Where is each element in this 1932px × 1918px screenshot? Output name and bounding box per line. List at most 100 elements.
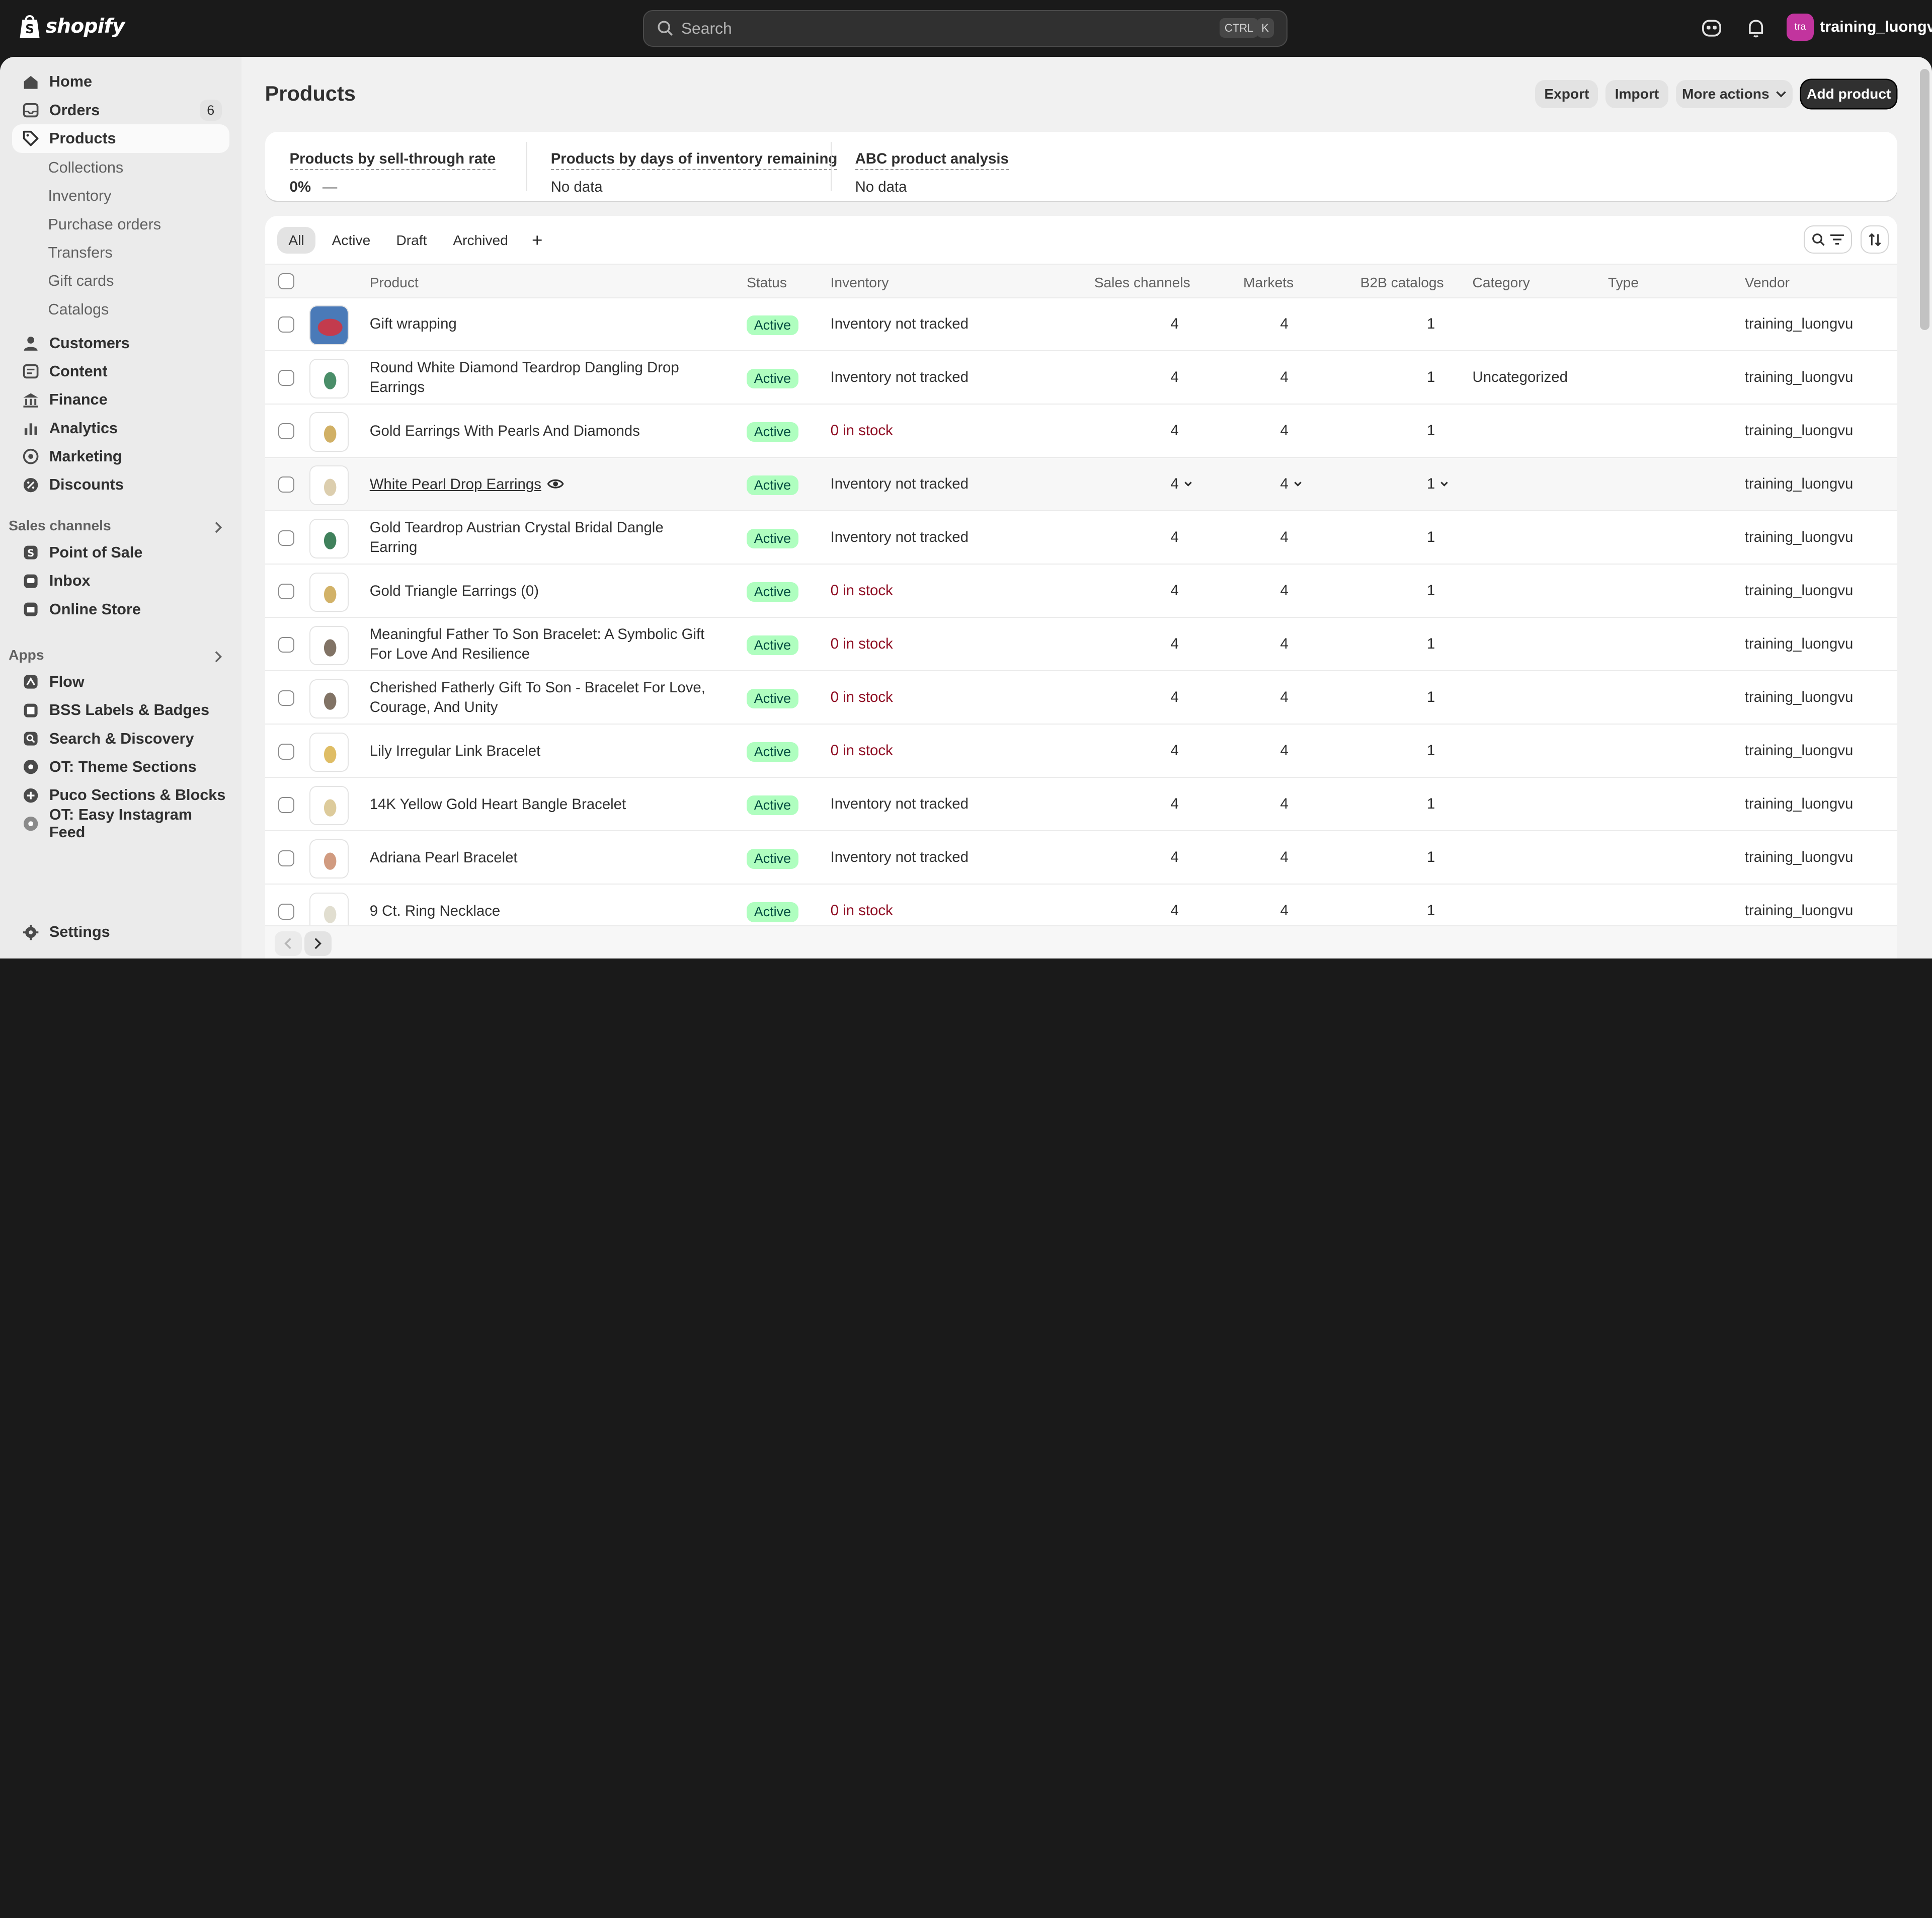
notification-bell-icon[interactable]: [1745, 17, 1767, 39]
tab-all[interactable]: All: [277, 226, 315, 254]
product-name-link[interactable]: Adriana Pearl Bracelet: [369, 849, 518, 866]
product-thumbnail[interactable]: [309, 305, 349, 345]
sidebar-app-ot-instagram-feed[interactable]: OT: Easy Instagram Feed: [12, 806, 229, 841]
sidebar-subitem-catalogs[interactable]: Catalogs: [48, 300, 109, 318]
sidebar-item-analytics[interactable]: Analytics: [12, 414, 229, 442]
add-product-button[interactable]: Add product: [1801, 80, 1896, 109]
sell-through-metric[interactable]: Products by sell-through rate 0% —: [289, 146, 496, 196]
row-checkbox[interactable]: [278, 316, 295, 333]
select-all-checkbox[interactable]: [278, 273, 295, 290]
search-bar[interactable]: Search CTRL K: [643, 10, 1288, 47]
table-row[interactable]: White Pearl Drop Earrings Active Invento…: [265, 458, 1898, 512]
sidekick-icon[interactable]: [1701, 17, 1723, 39]
column-header-b2b-catalogs[interactable]: B2B catalogs: [1360, 274, 1444, 290]
sidebar-item-marketing[interactable]: Marketing: [12, 442, 229, 470]
row-checkbox[interactable]: [278, 796, 295, 813]
tab-archived[interactable]: Archived: [453, 232, 508, 248]
product-name-link[interactable]: Cherished Fatherly Gift To Son - Bracele…: [369, 679, 705, 716]
sidebar-app-search-discovery[interactable]: Search & Discovery: [12, 725, 229, 753]
product-thumbnail[interactable]: [309, 359, 349, 398]
sidebar-item-products[interactable]: Products: [12, 124, 229, 153]
product-name-link[interactable]: Gold Triangle Earrings (0): [369, 582, 539, 599]
sidebar-item-content[interactable]: Content: [12, 357, 229, 385]
product-name-link[interactable]: Lily Irregular Link Bracelet: [369, 742, 541, 759]
sidebar-item-point-of-sale[interactable]: S Point of Sale: [12, 538, 229, 567]
chevron-right-icon[interactable]: [213, 651, 223, 663]
row-checkbox[interactable]: [278, 743, 295, 760]
sidebar-item-settings[interactable]: Settings: [12, 918, 229, 946]
days-inventory-metric[interactable]: Products by days of inventory remaining …: [550, 146, 838, 196]
table-row[interactable]: Gift wrapping Active Inventory not track…: [265, 298, 1898, 351]
product-thumbnail[interactable]: [309, 572, 349, 612]
sidebar-subitem-purchase-orders[interactable]: Purchase orders: [48, 215, 162, 233]
column-header-markets[interactable]: Markets: [1243, 274, 1294, 290]
tab-active[interactable]: Active: [332, 232, 371, 248]
search-filter-button[interactable]: [1804, 225, 1852, 254]
product-thumbnail[interactable]: [309, 892, 349, 932]
page-scrollbar[interactable]: [1919, 69, 1930, 331]
product-thumbnail[interactable]: [309, 519, 349, 558]
column-header-status[interactable]: Status: [747, 274, 787, 290]
sidebar-app-puco-sections[interactable]: Puco Sections & Blocks: [12, 781, 229, 810]
sales-channels-count[interactable]: 4: [1171, 475, 1192, 493]
product-name-link[interactable]: White Pearl Drop Earrings: [369, 475, 541, 493]
sidebar-item-inbox[interactable]: Inbox: [12, 567, 229, 595]
column-header-vendor[interactable]: Vendor: [1744, 274, 1790, 290]
row-checkbox[interactable]: [278, 850, 295, 866]
table-row[interactable]: Adriana Pearl Bracelet Active Inventory …: [265, 832, 1898, 885]
table-row[interactable]: Meaningful Father To Son Bracelet: A Sym…: [265, 618, 1898, 672]
product-thumbnail[interactable]: [309, 625, 349, 665]
sort-button[interactable]: [1860, 225, 1889, 254]
product-thumbnail[interactable]: [309, 679, 349, 718]
table-row[interactable]: 9 Ct. Ring Necklace Active 0 in stock 4 …: [265, 885, 1898, 938]
product-thumbnail[interactable]: [309, 412, 349, 452]
table-row[interactable]: Gold Earrings With Pearls And Diamonds A…: [265, 405, 1898, 458]
column-header-inventory[interactable]: Inventory: [830, 274, 889, 290]
sales-channels-heading[interactable]: Sales channels: [9, 517, 111, 533]
add-view-button[interactable]: +: [532, 229, 543, 251]
sidebar-app-bss-labels[interactable]: BSS Labels & Badges: [12, 696, 229, 725]
column-header-sales-channels[interactable]: Sales channels: [1094, 274, 1190, 290]
row-checkbox[interactable]: [278, 903, 295, 920]
table-row[interactable]: 14K Yellow Gold Heart Bangle Bracelet Ac…: [265, 778, 1898, 832]
product-thumbnail[interactable]: [309, 785, 349, 826]
more-actions-button[interactable]: More actions: [1675, 80, 1793, 109]
sidebar-item-online-store[interactable]: Online Store: [12, 595, 229, 623]
sidebar-subitem-collections[interactable]: Collections: [48, 158, 124, 176]
preview-eye-icon[interactable]: [547, 476, 564, 491]
column-header-category[interactable]: Category: [1472, 274, 1530, 290]
sidebar-subitem-transfers[interactable]: Transfers: [48, 244, 113, 261]
row-checkbox[interactable]: [278, 370, 295, 386]
import-button[interactable]: Import: [1605, 80, 1668, 109]
product-name-link[interactable]: Gold Teardrop Austrian Crystal Bridal Da…: [369, 519, 664, 556]
column-header-product[interactable]: Product: [369, 274, 419, 290]
product-name-link[interactable]: Gold Earrings With Pearls And Diamonds: [369, 422, 640, 439]
chevron-down-icon[interactable]: [1440, 481, 1448, 487]
b2b-catalogs-count[interactable]: 1: [1427, 475, 1448, 493]
sidebar-subitem-inventory[interactable]: Inventory: [48, 187, 112, 205]
table-row[interactable]: Gold Teardrop Austrian Crystal Bridal Da…: [265, 512, 1898, 565]
sidebar-item-orders[interactable]: Orders 6: [12, 96, 229, 124]
table-row[interactable]: Gold Triangle Earrings (0) Active 0 in s…: [265, 565, 1898, 618]
chevron-right-icon[interactable]: [213, 521, 223, 533]
next-page-button[interactable]: [304, 931, 332, 956]
sidebar-item-customers[interactable]: Customers: [12, 329, 229, 357]
user-menu[interactable]: tra training_luongvu: [1787, 13, 1932, 41]
product-thumbnail[interactable]: [309, 732, 349, 772]
sidebar-item-home[interactable]: Home: [12, 68, 229, 96]
product-thumbnail[interactable]: [309, 839, 349, 879]
row-checkbox[interactable]: [278, 423, 295, 440]
table-row[interactable]: Round White Diamond Teardrop Dangling Dr…: [265, 352, 1898, 405]
markets-count[interactable]: 4: [1280, 475, 1302, 493]
row-checkbox[interactable]: [278, 476, 295, 493]
product-thumbnail[interactable]: [309, 465, 349, 505]
shopify-logo[interactable]: S shopify: [19, 14, 125, 39]
table-row[interactable]: Cherished Fatherly Gift To Son - Bracele…: [265, 672, 1898, 725]
chevron-down-icon[interactable]: [1294, 481, 1302, 487]
sidebar-item-discounts[interactable]: Discounts: [12, 471, 229, 499]
export-button[interactable]: Export: [1535, 80, 1598, 109]
table-row[interactable]: Lily Irregular Link Bracelet Active 0 in…: [265, 725, 1898, 778]
abc-analysis-metric[interactable]: ABC product analysis No data: [855, 146, 1009, 196]
previous-page-button[interactable]: [275, 931, 302, 956]
chevron-down-icon[interactable]: [1184, 481, 1192, 487]
